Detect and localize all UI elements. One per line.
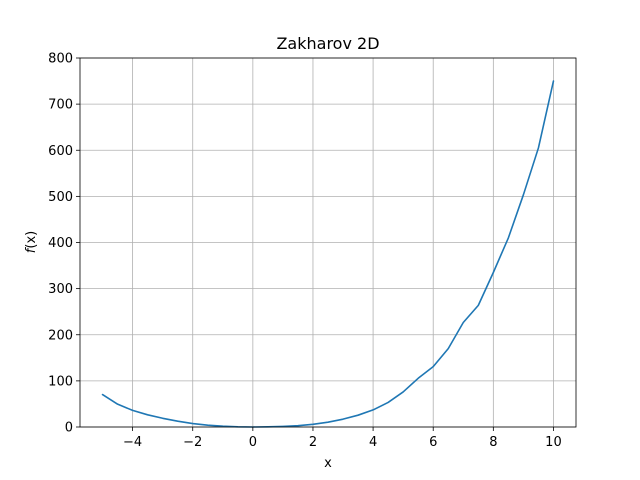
y-axis-label-f: f xyxy=(24,246,39,253)
series-layer xyxy=(101,80,555,428)
y-tick-label: 400 xyxy=(48,236,73,251)
y-tick-label: 200 xyxy=(48,328,73,343)
y-tick-label: 800 xyxy=(48,52,73,67)
x-axis: −4 −2 0 2 4 6 8 10 xyxy=(123,427,562,450)
chart-title: Zakharov 2D xyxy=(276,34,379,53)
x-tick-label: 2 xyxy=(309,435,317,450)
y-axis-label-x: (x) xyxy=(24,231,39,249)
x-tick-label: 0 xyxy=(249,435,257,450)
y-tick-label: 600 xyxy=(48,144,73,159)
y-tick-label: 300 xyxy=(48,282,73,297)
x-tick-label: 4 xyxy=(369,435,377,450)
y-axis: 0 100 200 300 400 500 600 700 800 xyxy=(48,52,80,436)
y-tick-label: 700 xyxy=(48,98,73,113)
series-line xyxy=(101,80,555,428)
x-tick-label: 8 xyxy=(489,435,497,450)
x-tick-label: 6 xyxy=(429,435,437,450)
y-tick-label: 100 xyxy=(48,374,73,389)
grid xyxy=(80,57,576,428)
y-tick-label: 500 xyxy=(48,190,73,205)
x-tick-label: −2 xyxy=(183,435,202,450)
x-axis-label: x xyxy=(324,456,332,471)
y-tick-label: 0 xyxy=(65,421,73,436)
x-tick-label: −4 xyxy=(123,435,142,450)
y-axis-label: f(x) xyxy=(24,231,39,253)
x-tick-label: 10 xyxy=(545,435,562,450)
